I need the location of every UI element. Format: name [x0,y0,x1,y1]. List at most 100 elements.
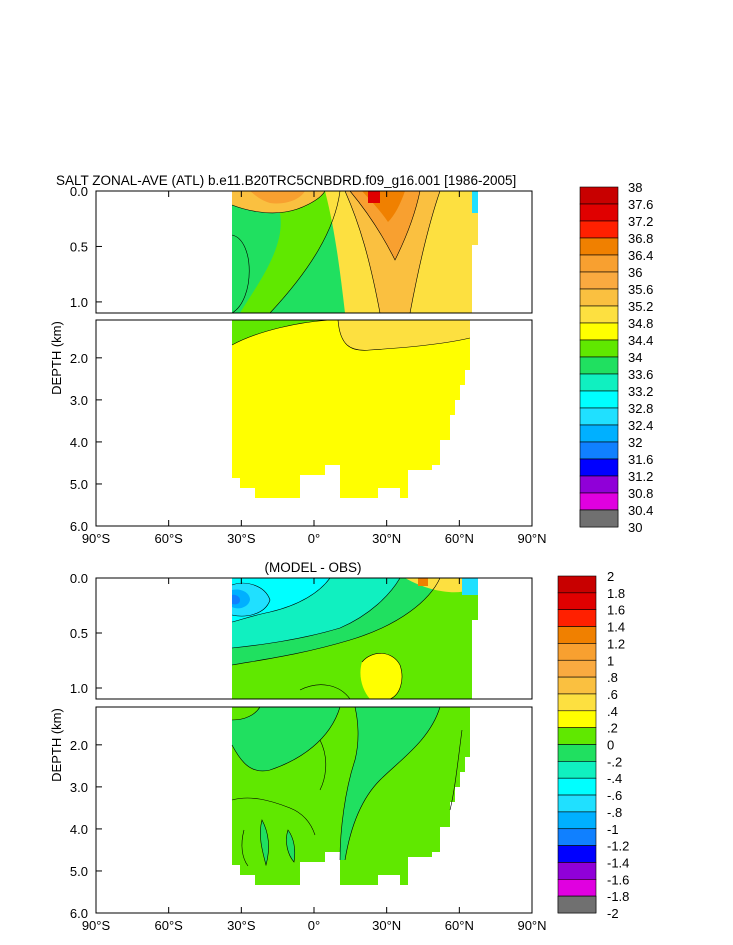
colorbar-label: -1.8 [607,889,629,904]
x-tick-label: 60°S [154,531,183,546]
y-tick-label: 6.0 [70,519,88,534]
y-tick-label: 5.0 [70,864,88,879]
colorbar-swatch [579,271,619,290]
colorbar-swatch [557,794,597,813]
x-tick-label: 90°S [82,918,111,933]
colorbar-label: -2 [607,906,619,921]
colorbar-label: 1.2 [607,636,625,651]
y-tick-label: 1.0 [70,295,88,310]
difference-title: (MODEL - OBS) [264,560,361,575]
colorbar-swatch [579,339,619,358]
colorbar-swatch [557,676,597,695]
colorbar-swatch [557,744,597,762]
colorbar-label: .8 [607,670,618,685]
colorbar-label: 33.2 [628,384,653,399]
x-tick-label: 60°S [154,918,183,933]
colorbar-label: 1.8 [607,586,625,601]
difference-colorbar: 21.81.61.41.21.8.6.4.20-.2-.4-.6-.8-1-1.… [557,569,629,921]
colorbar-label: 36 [628,265,642,280]
colorbar-swatch [579,509,619,528]
colorbar-label: 32.4 [628,418,653,433]
colorbar-label: .2 [607,721,618,736]
x-tick-label: 0° [308,531,320,546]
x-tick-label: 0° [308,918,320,933]
colorbar-swatch [579,203,619,222]
colorbar-swatch [579,237,619,256]
y-tick-label: 2.0 [70,738,88,753]
x-tick-label: 30°N [372,531,401,546]
colorbar-swatch [579,373,619,392]
colorbar-label: 2 [607,569,614,584]
x-tick-label: 30°N [372,918,401,933]
colorbar-label: 38 [628,180,642,195]
colorbar-label: -1.6 [607,872,629,887]
y-tick-label: 4.0 [70,435,88,450]
colorbar-swatch [557,710,597,728]
salinity-x-ticks: 90°S 60°S 30°S 0° 30°N 60°N 90°N [82,191,547,546]
x-tick-label: 30°S [227,918,256,933]
colorbar-label: 35.6 [628,282,653,297]
y-tick-label: 3.0 [70,393,88,408]
y-tick-label: 0.0 [70,184,88,199]
colorbar-swatch [557,777,597,796]
colorbar-label: 1.6 [607,603,625,618]
x-tick-label: 30°S [227,531,256,546]
colorbar-swatch [579,322,619,341]
colorbar-label: -1.2 [607,839,629,854]
colorbar-swatch [557,878,597,897]
colorbar-label: 30.8 [628,486,653,501]
colorbar-label: -1.4 [607,855,629,870]
colorbar-swatch [579,492,619,511]
salinity-lower-field [231,320,471,498]
colorbar-swatch [557,693,597,712]
x-tick-label: 60°N [445,531,474,546]
colorbar-label: 1.4 [607,620,625,635]
colorbar-label: 30 [628,520,642,535]
colorbar-label: 36.4 [628,248,653,263]
y-tick-label: 0.5 [70,239,88,254]
colorbar-swatch [579,390,619,409]
x-tick-label: 90°S [82,531,111,546]
colorbar-label: 1 [607,653,614,668]
colorbar-swatch [579,424,619,443]
colorbar-label: 37.6 [628,197,653,212]
colorbar-swatch [579,288,619,307]
y-tick-label: 1.0 [70,681,88,696]
y-tick-label: 0.0 [70,571,88,586]
salinity-y-ticks: 0.0 0.5 1.0 2.0 3.0 4.0 5.0 6.0 [70,184,102,534]
y-tick-label: 3.0 [70,780,88,795]
colorbar-swatch [557,609,597,627]
colorbar-swatch [557,592,597,610]
salinity-title: SALT ZONAL-AVE (ATL) b.e11.B20TRC5CNBDRD… [56,173,516,188]
colorbar-label: -.4 [607,771,622,786]
colorbar-swatch [579,254,619,273]
colorbar-swatch [579,220,619,239]
colorbar-label: -.8 [607,805,622,820]
colorbar-swatch [579,441,619,460]
colorbar-swatch [557,895,597,914]
salinity-colorbar: 38 37.6 37.2 36.8 36.4 36 35.6 35.2 34.8 34.4 34 33… [579,180,653,535]
colorbar-swatch [557,828,597,846]
difference-y-ticks: 0.0 0.5 1.0 2.0 3.0 4.0 5.0 6.0 [70,571,102,921]
difference-lower-field [231,707,470,885]
difference-panel: (MODEL - OBS) [49,560,629,933]
difference-upper-field [96,578,532,699]
colorbar-swatch [579,407,619,426]
colorbar-swatch [557,761,597,779]
y-tick-label: 4.0 [70,822,88,837]
colorbar-label: 34.4 [628,333,653,348]
salinity-panel: SALT ZONAL-AVE (ATL) b.e11.B20TRC5CNBDRD… [49,173,653,546]
colorbar-swatch [557,727,597,745]
colorbar-swatch [557,643,597,661]
x-tick-label: 60°N [445,918,474,933]
colorbar-label: 34.8 [628,316,653,331]
colorbar-label: 36.8 [628,231,653,246]
colorbar-swatch [579,475,619,494]
colorbar-label: 31.2 [628,469,653,484]
colorbar-label: 32 [628,435,642,450]
y-tick-label: 6.0 [70,906,88,921]
colorbar-swatch [557,811,597,830]
colorbar-swatch [579,458,619,477]
colorbar-swatch [557,575,597,594]
